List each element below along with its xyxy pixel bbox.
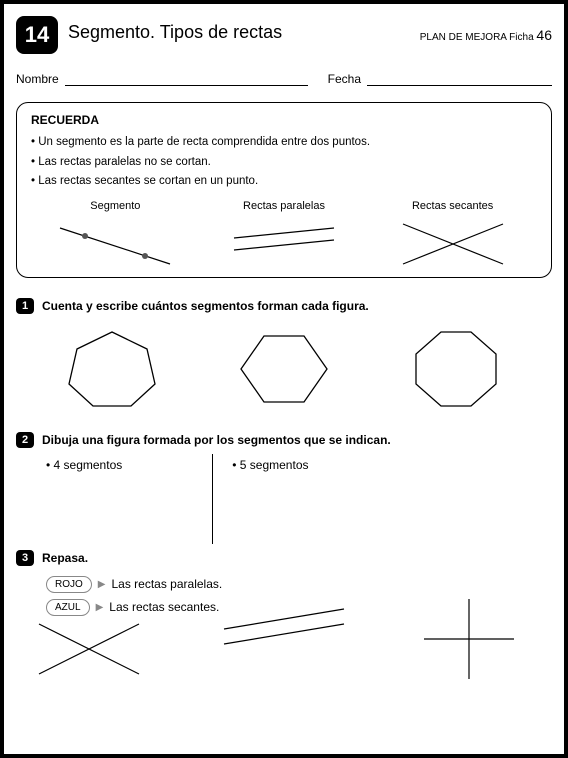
rojo-tag: ROJO bbox=[46, 576, 92, 593]
plan-line: PLAN DE MEJORA Ficha 46 bbox=[420, 27, 552, 43]
recuerda-bullets: Un segmento es la parte de recta compren… bbox=[31, 133, 537, 192]
secant-figure bbox=[29, 614, 149, 684]
bullet-item: Las rectas paralelas no se cortan. bbox=[31, 153, 537, 173]
seg-5-label: • 5 segmentos bbox=[232, 458, 308, 472]
ex3-header: 3 Repasa. bbox=[16, 550, 552, 566]
bullet-item: Un segmento es la parte de recta compren… bbox=[31, 133, 537, 153]
ex2-header: 2 Dibuja una figura formada por los segm… bbox=[16, 432, 552, 448]
plan-number: 46 bbox=[536, 27, 552, 43]
date-underline[interactable] bbox=[367, 74, 552, 86]
name-date-row: Nombre Fecha bbox=[16, 72, 552, 86]
parallel-figure bbox=[214, 594, 354, 674]
date-field: Fecha bbox=[328, 72, 552, 86]
divider-line bbox=[212, 454, 213, 544]
recuerda-title: RECUERDA bbox=[31, 113, 537, 127]
ex3-text: Repasa. bbox=[42, 551, 88, 565]
seg-4-label: • 4 segmentos bbox=[46, 458, 122, 472]
page-title: Segmento. Tipos de rectas bbox=[68, 22, 282, 43]
segment-diagram: Segmento bbox=[55, 200, 175, 271]
exercise-3: 3 Repasa. ROJO ▶ Las rectas paralelas. A… bbox=[16, 550, 552, 684]
exercise-1: 1 Cuenta y escribe cuántos segmentos for… bbox=[16, 298, 552, 414]
parallel-diagram: Rectas paralelas bbox=[224, 200, 344, 271]
recuerda-box: RECUERDA Un segmento es la parte de rect… bbox=[16, 102, 552, 278]
hexagon-shape bbox=[229, 324, 339, 414]
name-field: Nombre bbox=[16, 72, 308, 86]
segments-row: • 4 segmentos • 5 segmentos bbox=[16, 458, 552, 472]
bullet-item: Las rectas secantes se cortan en un punt… bbox=[31, 172, 537, 192]
ex2-text: Dibuja una figura formada por los segmen… bbox=[42, 433, 391, 447]
rojo-text: Las rectas paralelas. bbox=[111, 577, 222, 591]
name-label: Nombre bbox=[16, 72, 59, 86]
diagrams-row: Segmento Rectas paralelas Rectas secante… bbox=[31, 200, 537, 271]
arrow-icon: ▶ bbox=[96, 602, 104, 613]
worksheet-header: 14 Segmento. Tipos de rectas PLAN DE MEJ… bbox=[16, 16, 552, 54]
name-underline[interactable] bbox=[65, 74, 308, 86]
plan-label: PLAN DE MEJORA Ficha bbox=[420, 32, 534, 43]
cross-figure bbox=[419, 594, 519, 684]
secant-label: Rectas secantes bbox=[393, 200, 513, 212]
azul-text: Las rectas secantes. bbox=[109, 600, 219, 614]
date-label: Fecha bbox=[328, 72, 361, 86]
exercise-2: 2 Dibuja una figura formada por los segm… bbox=[16, 432, 552, 532]
secant-diagram: Rectas secantes bbox=[393, 200, 513, 271]
ex1-header: 1 Cuenta y escribe cuántos segmentos for… bbox=[16, 298, 552, 314]
lesson-number-badge: 14 bbox=[16, 16, 58, 54]
seg-4-col: • 4 segmentos bbox=[46, 458, 122, 472]
ex3-number: 3 bbox=[16, 550, 34, 566]
parallel-label: Rectas paralelas bbox=[224, 200, 344, 212]
rojo-row: ROJO ▶ Las rectas paralelas. bbox=[46, 576, 552, 593]
seg-5-col: • 5 segmentos bbox=[232, 458, 308, 472]
shapes-row bbox=[16, 324, 552, 414]
segment-label: Segmento bbox=[55, 200, 175, 212]
octagon-shape bbox=[401, 324, 511, 414]
ex1-number: 1 bbox=[16, 298, 34, 314]
arrow-icon: ▶ bbox=[98, 579, 106, 590]
ex1-text: Cuenta y escribe cuántos segmentos forma… bbox=[42, 299, 369, 313]
heptagon-shape bbox=[57, 324, 167, 414]
ex2-number: 2 bbox=[16, 432, 34, 448]
title-block: Segmento. Tipos de rectas PLAN DE MEJORA… bbox=[68, 16, 552, 43]
